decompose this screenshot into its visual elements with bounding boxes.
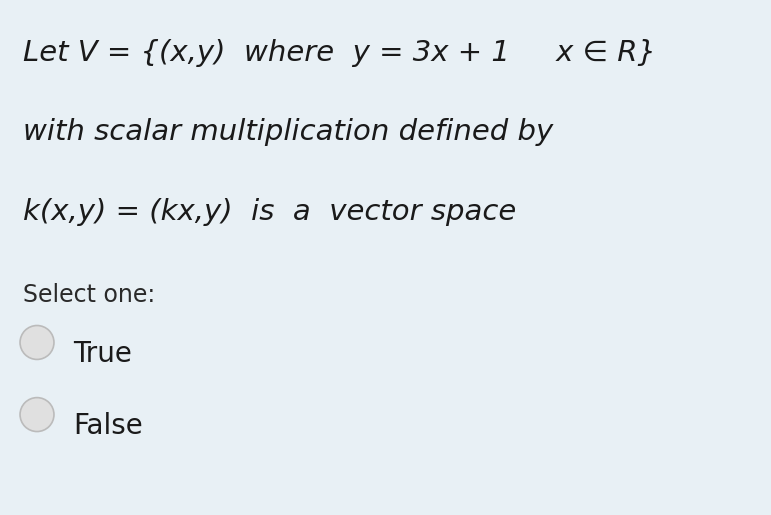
Text: with scalar multiplication defined by: with scalar multiplication defined by [23, 118, 554, 146]
Text: Let V = {(x,y)  where  y = 3x + 1     x ∈ R}: Let V = {(x,y) where y = 3x + 1 x ∈ R} [23, 39, 656, 66]
Text: k(x,y) = (kx,y)  is  a  vector space: k(x,y) = (kx,y) is a vector space [23, 198, 517, 226]
Ellipse shape [20, 398, 54, 432]
Text: False: False [73, 412, 143, 440]
Text: Select one:: Select one: [23, 283, 156, 307]
Text: True: True [73, 340, 132, 368]
Ellipse shape [20, 325, 54, 359]
